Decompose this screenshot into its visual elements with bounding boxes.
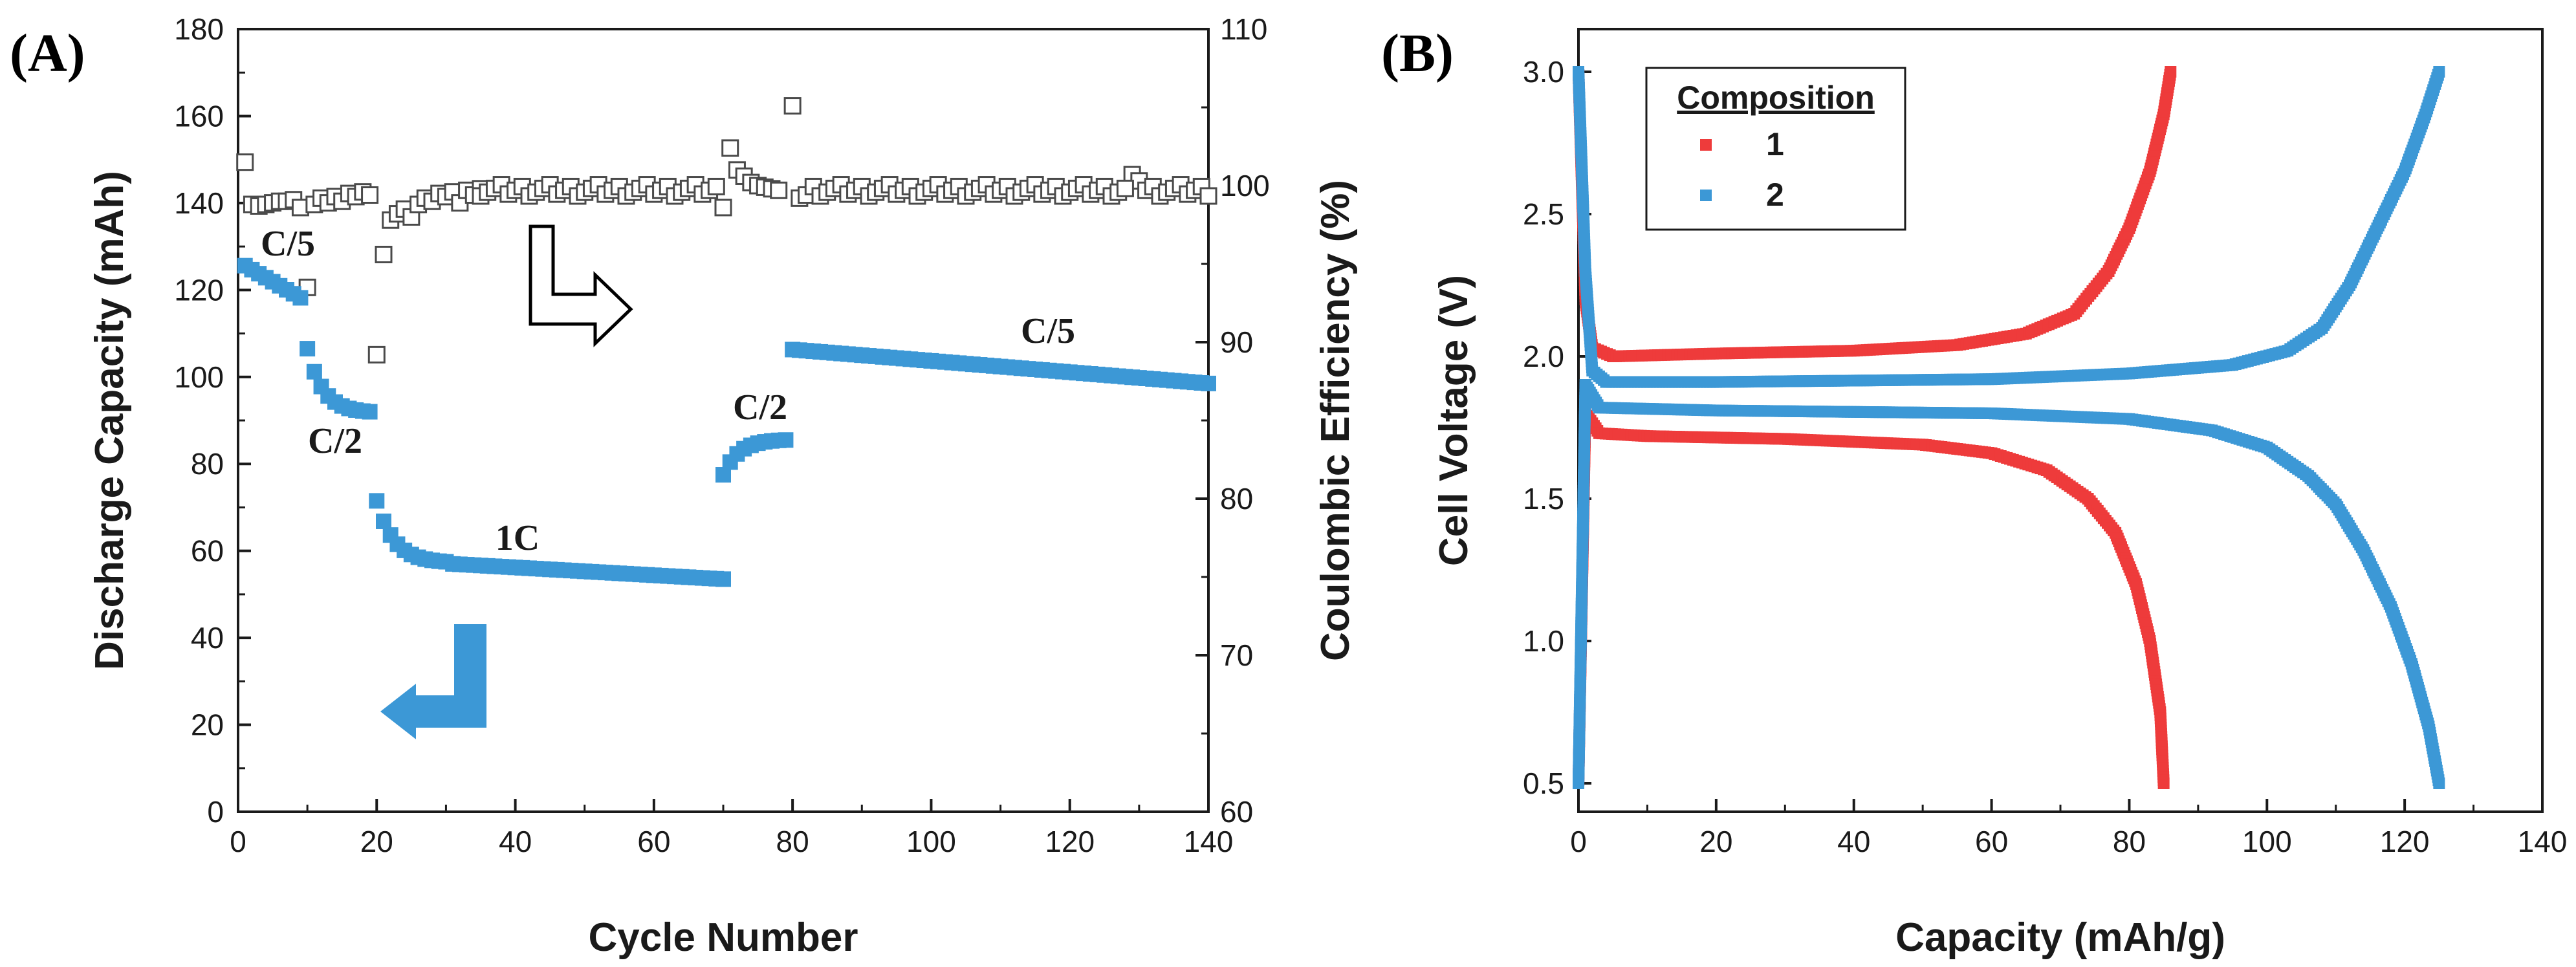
y-tick-label-a: 20 [191,708,224,742]
ce-series [236,97,1217,364]
y-tick-label-b: 1.5 [1523,482,1564,516]
panel-a-label: (A) [10,23,85,83]
legend-label-1: 1 [1766,126,1784,162]
rate-label-a: C/2 [733,387,787,428]
x-tick-label-b: 140 [2518,825,2568,858]
rate-label-a: C/2 [308,421,362,461]
x-tick-label-a: 140 [1184,825,1234,858]
capacity-point [369,493,385,509]
y-tick-label-a: 120 [174,273,224,307]
charge-point [2433,66,2445,78]
rate-label-a: C/5 [1021,311,1075,351]
discharge-curve-2 [1573,379,2445,789]
rate-label-a: C/5 [261,224,315,264]
discharge-point [2157,777,2170,789]
chart-b: 0 20 40 60 80 100 120 140 0.5 1.0 1.5 2.0 2.5 3.0 Capa… [1432,28,2568,960]
ce-point [236,153,254,171]
x-tick-label-b: 40 [1837,825,1870,858]
y-tick-label-b: 2.5 [1523,197,1564,231]
y-tick-label-a: 140 [174,186,224,220]
capacity-point [778,432,794,448]
y2-tick-label-a: 80 [1220,482,1253,516]
y2-tick-label-a: 100 [1220,169,1270,202]
ce-point [375,245,393,263]
legend-title: Composition [1677,80,1875,116]
ce-point [770,181,788,199]
panel-b-label: (B) [1381,23,1454,83]
legend-marker-1 [1700,139,1712,151]
x-tick-label-a: 40 [499,825,532,858]
y2-tick-label-a: 90 [1220,325,1253,359]
ce-point [707,177,725,195]
capacity-point [715,571,731,587]
capacity-point [1201,375,1216,391]
y2-axis-title-a: Coulombic Efficiency (%) [1313,180,1358,661]
x-tick-label-b: 120 [2380,825,2430,858]
y-tick-label-b: 1.0 [1523,624,1564,658]
charge-point [2165,66,2177,78]
legend-b: Composition 1 2 [1645,67,1906,231]
capacity-series [237,257,1216,587]
ce-point [367,345,386,364]
capacity-point [376,513,391,529]
discharge-curve-1 [1573,407,2170,789]
rate-label-a: 1C [496,518,540,558]
legend-box [1645,67,1906,231]
capacity-point [306,364,322,380]
y-axis-title-b: Cell Voltage (V) [1432,275,1476,566]
capacity-point [292,290,309,306]
y-tick-label-a: 40 [191,621,224,655]
y-tick-label-a: 60 [191,534,224,568]
ce-point [721,139,739,157]
y-axis-title-a: Discharge Capacity (mAh) [87,171,132,670]
legend-marker-2 [1700,190,1712,201]
legend-label-2: 2 [1766,177,1784,213]
y-tick-label-a: 80 [191,447,224,481]
x-tick-label-b: 0 [1570,825,1587,858]
x-axis-title-a: Cycle Number [589,915,858,960]
charge-curve-2 [1573,66,2445,388]
arrow-right-icon [529,224,633,347]
ce-point [361,186,379,204]
x-tick-label-a: 100 [906,825,956,858]
arrow-left-icon [380,624,486,739]
ce-point [714,199,732,217]
ce-point [1199,187,1217,205]
x-tick-label-b: 100 [2242,825,2292,858]
y-tick-label-b: 3.0 [1523,55,1564,89]
y-tick-label-b: 2.0 [1523,340,1564,373]
x-tick-label-b: 60 [1975,825,2008,858]
y2-tick-label-a: 110 [1220,12,1267,46]
ce-point [1116,179,1134,197]
x-tick-label-b: 80 [2113,825,2146,858]
y2-tick-label-a: 70 [1220,638,1253,672]
x-tick-label-a: 120 [1045,825,1095,858]
x-tick-label-a: 80 [776,825,809,858]
x-tick-label-a: 0 [230,825,246,858]
discharge-point [2433,777,2445,789]
x-axis-title-b: Capacity (mAh/g) [1895,915,2225,960]
y-tick-label-a: 160 [174,99,224,133]
ce-point [783,97,802,115]
chart-a: 0 20 40 60 80 100 120 140 0 20 40 60 80 100 120 140 160 1… [87,12,1358,960]
voltage-series-2 [1573,66,2445,789]
capacity-point [300,341,316,357]
y-tick-label-a: 100 [174,360,224,394]
x-tick-label-a: 20 [360,825,393,858]
y-tick-label-a: 180 [174,12,224,46]
y2-tick-label-a: 60 [1220,795,1253,829]
x-tick-label-a: 60 [637,825,670,858]
y-tick-label-a: 0 [207,795,224,829]
x-tick-label-b: 20 [1699,825,1732,858]
y-tick-label-b: 0.5 [1523,766,1564,800]
capacity-point [362,404,378,420]
